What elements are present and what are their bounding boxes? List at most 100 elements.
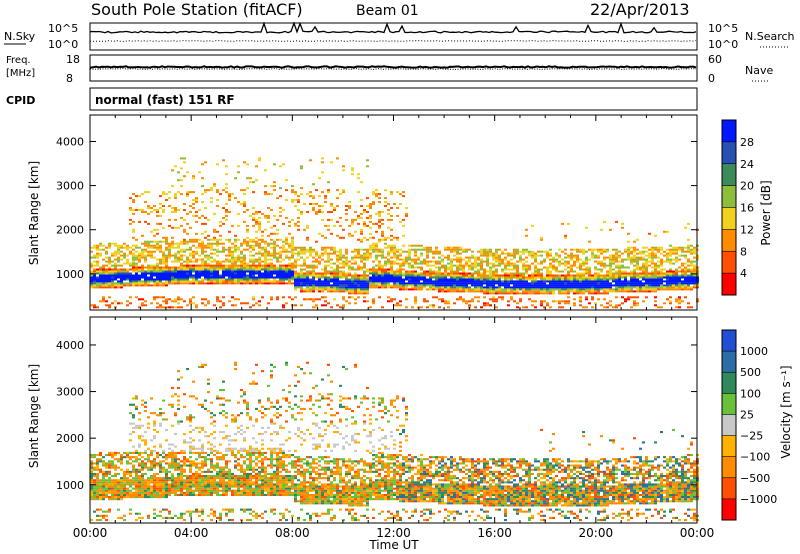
heatmap-cell [399, 254, 402, 257]
heatmap-cell [612, 306, 615, 309]
heatmap-cell [414, 250, 417, 253]
heatmap-cell [111, 456, 114, 459]
heatmap-cell [627, 286, 630, 289]
heatmap-cell [603, 256, 606, 259]
heatmap-cell [669, 302, 672, 305]
heatmap-cell [162, 276, 165, 279]
heatmap-cell [669, 288, 672, 291]
heatmap-cell [543, 284, 546, 287]
heatmap-cell [291, 262, 294, 265]
heatmap-cell [159, 276, 162, 279]
heatmap-cell [558, 300, 561, 303]
heatmap-cell [117, 246, 120, 249]
heatmap-cell [321, 218, 324, 221]
heatmap-cell [111, 487, 114, 490]
heatmap-cell [384, 278, 387, 281]
heatmap-cell [129, 481, 132, 484]
colorbar-swatch [722, 251, 736, 274]
heatmap-cell [537, 290, 540, 293]
heatmap-cell [390, 234, 393, 237]
heatmap-cell [399, 304, 402, 307]
heatmap-cell [414, 278, 417, 281]
heatmap-cell [114, 270, 117, 273]
heatmap-cell [351, 292, 354, 295]
heatmap-cell [537, 292, 540, 295]
heatmap-cell [123, 479, 126, 482]
heatmap-cell [147, 252, 150, 255]
heatmap-cell [636, 258, 639, 261]
heatmap-cell [438, 252, 441, 255]
heatmap-cell [270, 282, 273, 285]
heatmap-cell [564, 262, 567, 265]
heatmap-cell [162, 270, 165, 273]
heatmap-cell [369, 248, 372, 251]
heatmap-cell [483, 270, 486, 273]
heatmap-cell [177, 258, 180, 261]
heatmap-cell [156, 268, 159, 271]
heatmap-cell [453, 290, 456, 293]
heatmap-cell [309, 250, 312, 253]
heatmap-cell [141, 477, 144, 480]
heatmap-cell [492, 252, 495, 255]
heatmap-cell [252, 282, 255, 285]
heatmap-cell [324, 252, 327, 255]
heatmap-cell [489, 266, 492, 269]
heatmap-cell [189, 254, 192, 257]
heatmap-cell [387, 226, 390, 229]
heatmap-cell [678, 270, 681, 273]
heatmap-cell [609, 256, 612, 259]
heatmap-cell [90, 286, 93, 289]
heatmap-cell [156, 262, 159, 265]
heatmap-cell [648, 264, 651, 267]
heatmap-cell [255, 165, 258, 168]
heatmap-cell [360, 199, 363, 201]
heatmap-cell [693, 248, 696, 251]
heatmap-cell [243, 240, 246, 243]
heatmap-cell [474, 262, 477, 265]
heatmap-cell [162, 284, 165, 287]
heatmap-cell [288, 242, 291, 245]
heatmap-cell [156, 491, 159, 494]
heatmap-cell [354, 280, 357, 283]
heatmap-cell [270, 266, 273, 269]
heatmap-cell [525, 284, 528, 287]
heatmap-cell [513, 264, 516, 267]
heatmap-cell [348, 260, 351, 263]
heatmap-cell [93, 256, 96, 259]
heatmap-cell [312, 286, 315, 289]
heatmap-cell [405, 262, 408, 265]
heatmap-cell [348, 288, 351, 291]
heatmap-cell [564, 234, 567, 237]
heatmap-cell [390, 284, 393, 287]
heatmap-cell [294, 260, 297, 263]
heatmap-cell [438, 268, 441, 271]
heatmap-cell [273, 232, 276, 235]
heatmap-cell [219, 278, 222, 281]
heatmap-cell [660, 306, 663, 309]
heatmap-cell [318, 209, 321, 211]
heatmap-cell [255, 230, 258, 233]
heatmap-cell [321, 248, 324, 251]
heatmap-cell [387, 218, 390, 221]
heatmap-cell [489, 290, 492, 293]
heatmap-cell [354, 298, 357, 301]
heatmap-cell [138, 516, 141, 519]
heatmap-cell [516, 270, 519, 273]
heatmap-cell [402, 274, 405, 277]
heatmap-cell [219, 262, 222, 265]
heatmap-cell [324, 264, 327, 267]
heatmap-cell [336, 157, 339, 160]
heatmap-cell [651, 260, 654, 263]
heatmap-cell [138, 424, 141, 427]
heatmap-cell [561, 284, 564, 287]
heatmap-cell [189, 260, 192, 263]
heatmap-cell [399, 264, 402, 267]
heatmap-cell [147, 485, 150, 488]
heatmap-cell [480, 272, 483, 275]
heatmap-cell [162, 211, 165, 213]
heatmap-cell [168, 218, 171, 221]
heatmap-cell [129, 274, 132, 277]
heatmap-cell [642, 276, 645, 279]
heatmap-cell [357, 282, 360, 285]
heatmap-cell [228, 268, 231, 271]
